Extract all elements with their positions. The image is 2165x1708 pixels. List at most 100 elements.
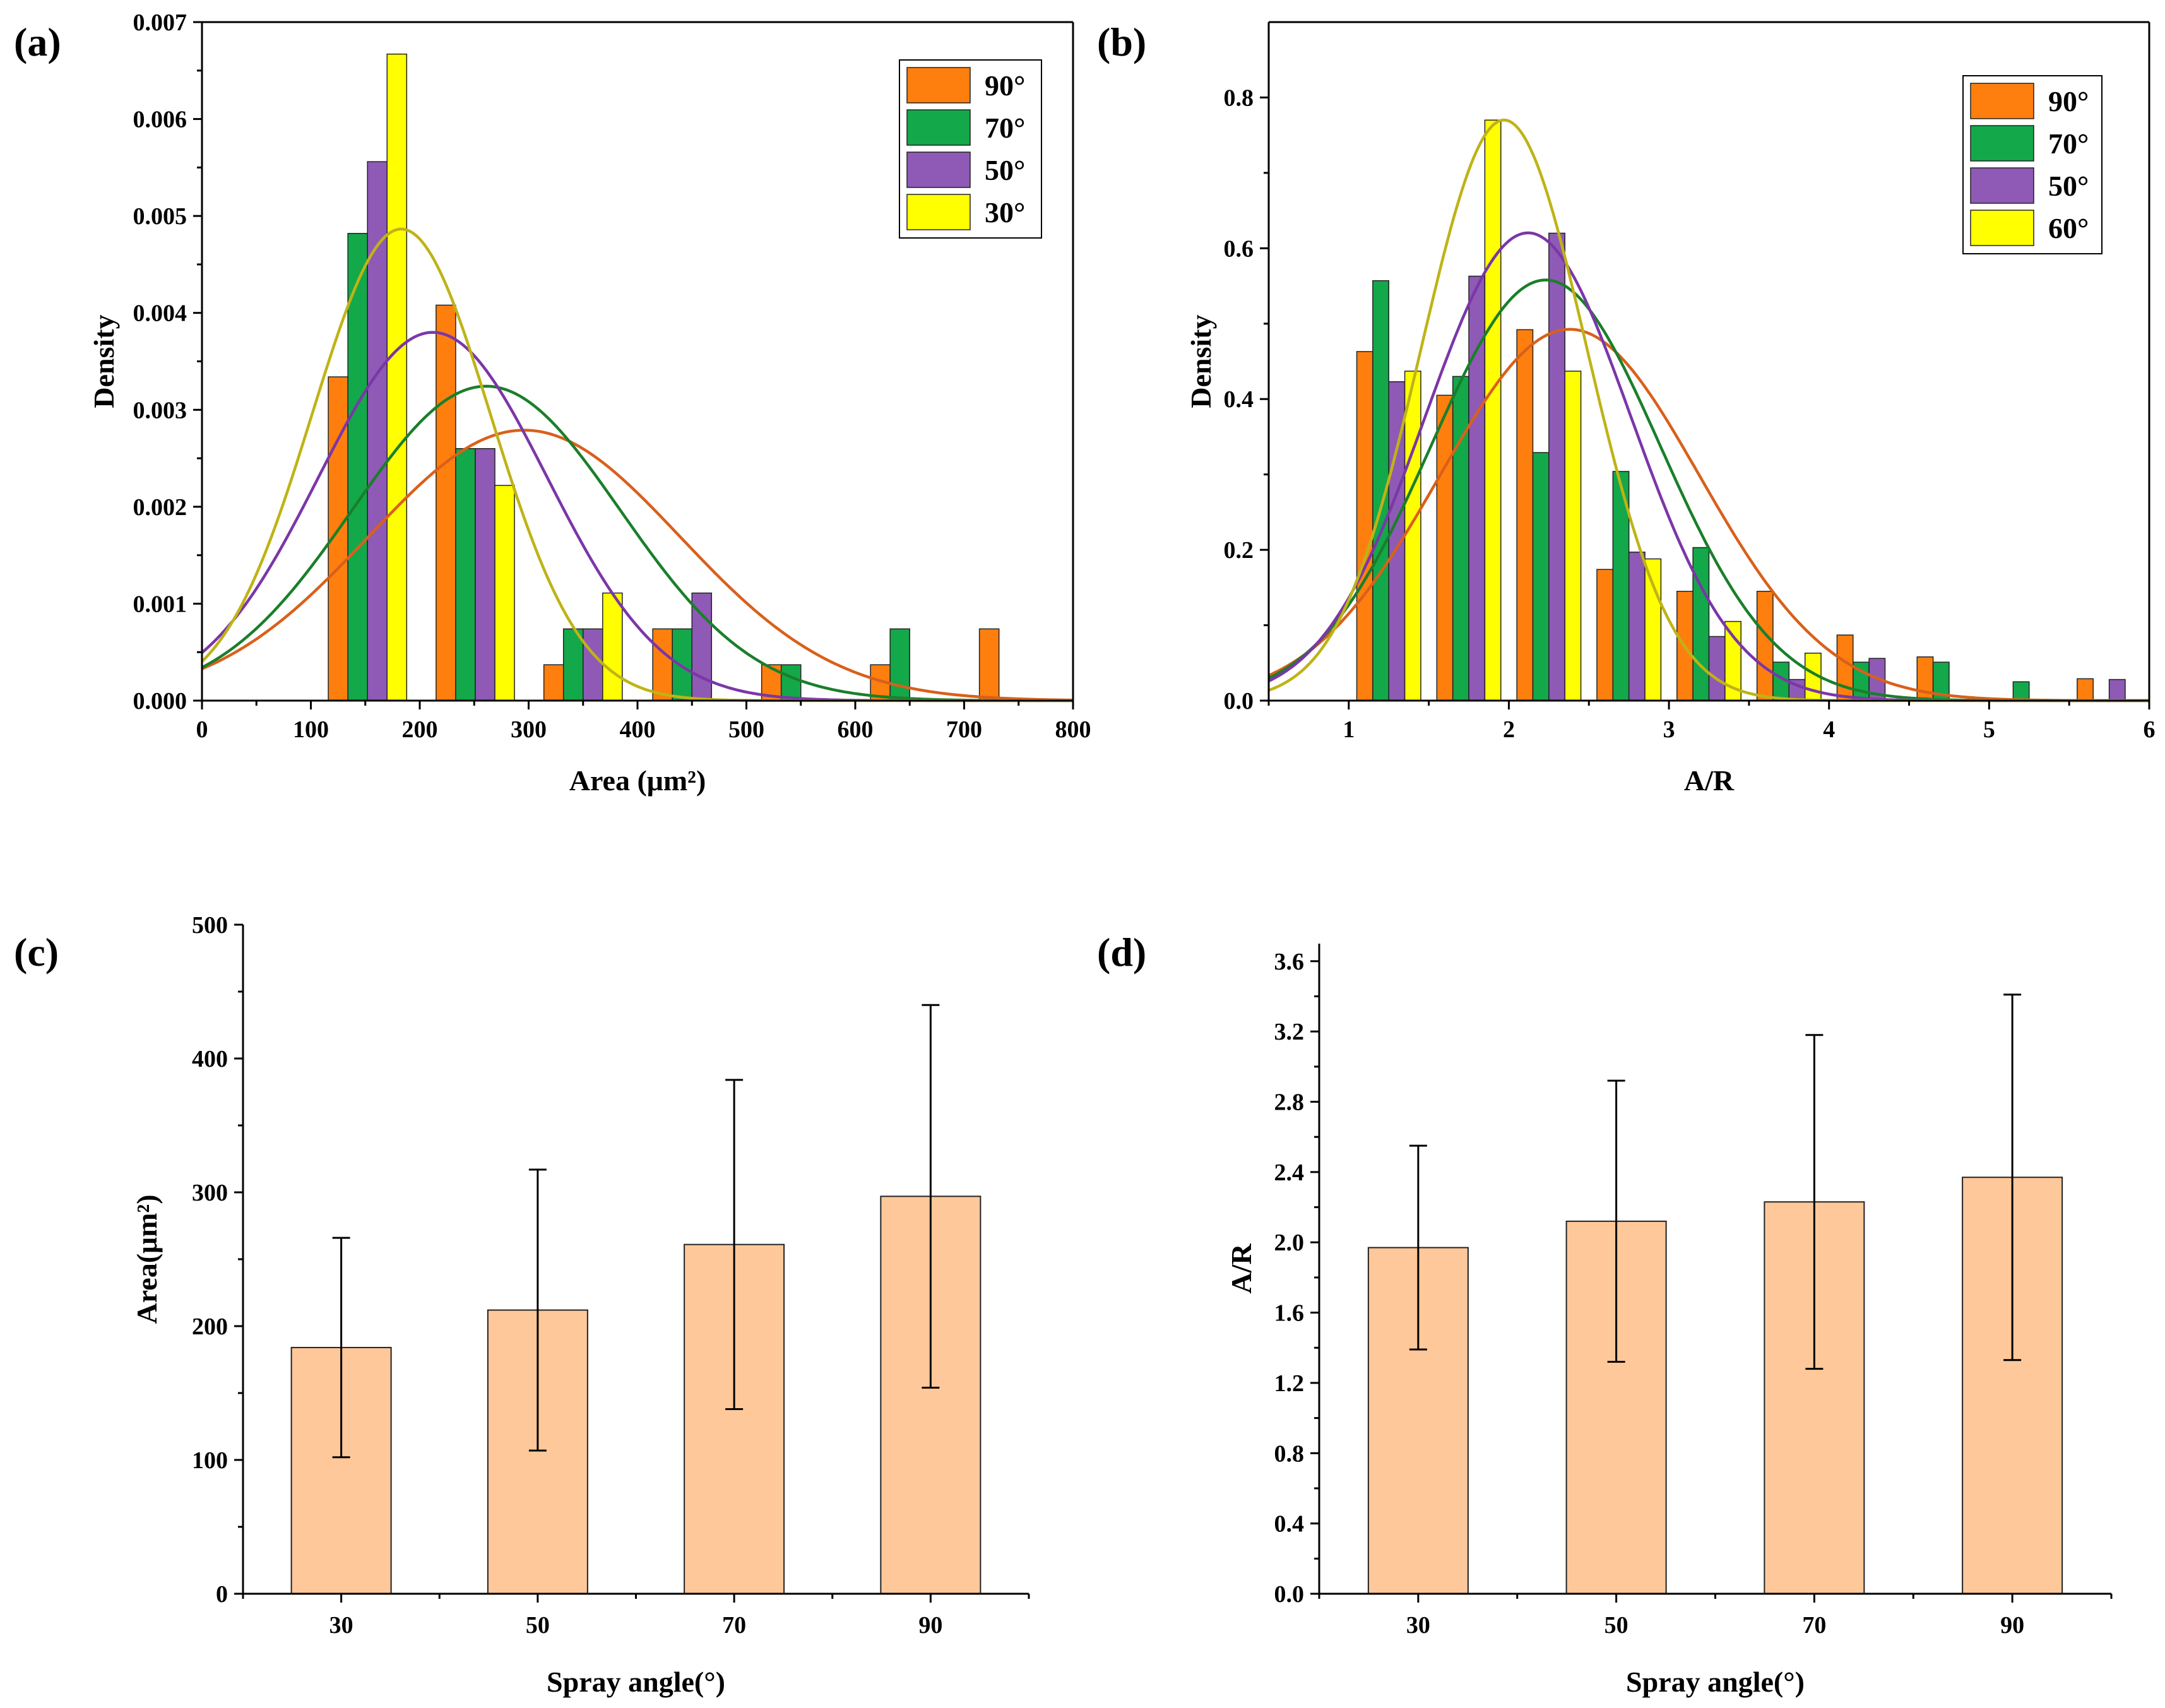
histogram-bar-30deg-2 <box>602 592 623 701</box>
histogram-bar-60deg-1 <box>1484 119 1502 701</box>
legend: 90° 70° 50° 60° <box>1962 75 2103 254</box>
y-tick-label: 400 <box>192 1046 228 1072</box>
y-tick-label: 0.000 <box>133 688 187 715</box>
histogram-bar-70deg-5 <box>889 628 910 701</box>
histogram-bar-70deg-1 <box>1452 376 1469 701</box>
legend-swatch <box>906 67 971 104</box>
y-tick-label: 0.004 <box>133 300 187 327</box>
legend-label: 90° <box>985 69 1025 102</box>
histogram-bar-50deg-3 <box>691 592 713 701</box>
histogram-bar-60deg-0 <box>1404 371 1421 701</box>
y-axis-title: A/R <box>1225 1243 1257 1294</box>
y-tick-label: 3.6 <box>1274 949 1305 975</box>
y-tick-label: 0.4 <box>1274 1511 1305 1538</box>
histogram-bar-70deg-4 <box>1692 547 1710 701</box>
legend-label: 50° <box>2048 170 2089 202</box>
y-tick-label: 0.005 <box>133 203 187 230</box>
histogram-bar-90deg-6 <box>1836 634 1854 701</box>
x-tick-label: 3 <box>1663 716 1675 743</box>
x-axis-title: Area (μm²) <box>569 764 706 797</box>
y-tick-label: 0.4 <box>1224 386 1254 413</box>
legend-swatch <box>1970 83 2034 119</box>
histogram-bar-30deg-1 <box>494 485 515 701</box>
legend: 90° 70° 50° 30° <box>899 59 1042 239</box>
x-tick-label: 5 <box>1983 716 1995 743</box>
histogram-bar-90deg-0 <box>1356 351 1373 701</box>
histogram-bar-90deg-6 <box>978 628 1000 701</box>
panel-a-histogram: 0.000 0.001 0.002 0.003 0.004 0.005 0.006 0.007… <box>14 9 1091 797</box>
panel-label: (b) <box>1097 20 1146 64</box>
normal-fit-curve-90deg <box>201 429 1073 702</box>
legend-label: 30° <box>985 196 1025 228</box>
x-tick-label: 70 <box>722 1612 746 1639</box>
legend-label: 70° <box>2048 128 2089 160</box>
histogram-bar-90deg-3 <box>652 628 673 701</box>
x-tick-label: 600 <box>838 716 874 743</box>
legend-swatch <box>906 151 971 188</box>
legend-label: 60° <box>2048 212 2089 244</box>
panel-label: (d) <box>1097 930 1146 975</box>
legend-swatch <box>906 109 971 146</box>
y-axis-title: Density <box>88 314 120 408</box>
x-tick-label: 1 <box>1343 716 1355 743</box>
y-tick-label: 2.0 <box>1274 1230 1305 1256</box>
x-tick-label: 30 <box>329 1612 353 1639</box>
histogram-bar-90deg-8 <box>2077 678 2094 701</box>
y-tick-label: 0.006 <box>133 107 187 133</box>
y-tick-label: 0.8 <box>1224 85 1254 111</box>
legend-label: 50° <box>985 154 1025 186</box>
histogram-bar-50deg-2 <box>583 628 603 701</box>
y-tick-label: 0.001 <box>133 591 187 617</box>
x-tick-label: 500 <box>728 716 764 743</box>
x-tick-label: 200 <box>402 716 438 743</box>
panel-b-histogram: 0.0 0.2 0.4 0.6 0.8 1 2 3 4 5 6 90° 70° 50° 60° (b) A/R D… <box>1097 20 2156 797</box>
x-axis-title: Spray angle(°) <box>547 1666 725 1698</box>
y-tick-label: 0.002 <box>133 494 187 521</box>
x-tick-label: 30 <box>1406 1612 1430 1639</box>
y-tick-label: 500 <box>192 912 228 939</box>
histogram-bar-90deg-2 <box>543 664 564 701</box>
histogram-bar-70deg-8 <box>2012 681 2030 701</box>
histogram-bar-50deg-7 <box>2108 679 2126 701</box>
legend-swatch <box>1970 125 2034 162</box>
x-tick-label: 100 <box>293 716 329 743</box>
histogram-bar-60deg-2 <box>1564 371 1582 701</box>
panel-c-bar-chart: 30 50 70 90 0 100 200 300 400 500 (c) Spray angle(°… <box>14 912 1030 1698</box>
y-tick-label: 0.2 <box>1224 537 1254 564</box>
x-tick-label: 90 <box>918 1612 942 1639</box>
y-tick-label: 2.8 <box>1274 1089 1305 1116</box>
histogram-bar-50deg-3 <box>1628 551 1646 701</box>
y-tick-label: 1.6 <box>1274 1300 1305 1327</box>
histogram-bar-70deg-4 <box>780 664 802 701</box>
x-tick-label: 0 <box>196 716 208 743</box>
y-tick-label: 0.8 <box>1274 1440 1305 1467</box>
panel-label: (a) <box>14 20 61 64</box>
histogram-bar-50deg-2 <box>1548 232 1565 701</box>
legend-label: 70° <box>985 112 1025 144</box>
y-tick-label: 200 <box>192 1314 228 1340</box>
histogram-bar-50deg-1 <box>475 448 495 701</box>
legend-swatch <box>1970 167 2034 204</box>
histogram-bar-70deg-2 <box>1532 452 1550 701</box>
x-tick-label: 2 <box>1503 716 1515 743</box>
x-tick-label: 90 <box>2000 1612 2024 1639</box>
histogram-bar-50deg-0 <box>367 161 388 701</box>
panel-d-bar-chart: 30 50 70 90 0.0 0.4 0.8 1.2 1.6 2.0 2.4 2.8 3.2 3.6 (d… <box>1097 930 2113 1698</box>
y-tick-label: 0.007 <box>133 9 187 36</box>
histogram-bar-70deg-1 <box>455 448 476 701</box>
histogram-bar-70deg-3 <box>672 628 692 701</box>
histogram-bar-90deg-1 <box>1436 394 1454 701</box>
y-tick-label: 0.6 <box>1224 235 1254 262</box>
y-tick-label: 100 <box>192 1447 228 1474</box>
histogram-bar-70deg-0 <box>347 233 368 701</box>
histogram-bar-50deg-4 <box>1708 636 1726 701</box>
histogram-bar-90deg-5 <box>1756 591 1774 701</box>
y-tick-label: 0.003 <box>133 397 187 424</box>
y-axis-title: Density <box>1185 314 1217 408</box>
histogram-bar-60deg-3 <box>1644 558 1662 701</box>
histogram-bar-90deg-1 <box>436 304 456 701</box>
y-tick-label: 0 <box>216 1581 228 1608</box>
y-tick-label: 3.2 <box>1274 1019 1305 1045</box>
y-tick-label: 300 <box>192 1180 228 1206</box>
